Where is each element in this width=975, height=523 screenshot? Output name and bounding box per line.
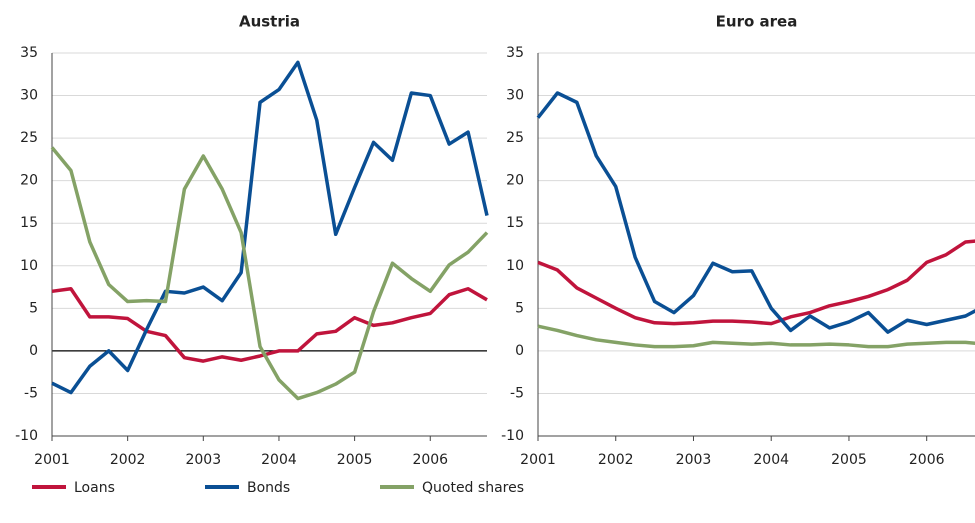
y-tick-label: 30 [20,88,38,104]
y-tick-label: -5 [24,385,38,401]
y-tick-label: 25 [506,130,524,146]
y-tick-label: 10 [20,258,38,274]
x-tick-label: 2002 [110,452,146,468]
legend-label: Quoted shares [422,480,524,496]
x-tick-label: 2002 [598,452,634,468]
y-tick-label: -10 [15,428,38,444]
y-tick-label: 5 [515,300,524,316]
y-tick-label: 35 [506,45,524,61]
legend-label: Loans [74,480,115,496]
x-tick-label: 2004 [261,452,297,468]
y-tick-label: 30 [506,88,524,104]
series-line [50,146,489,401]
x-tick-label: 2001 [520,452,556,468]
x-tick-label: 2005 [337,452,373,468]
series-line [537,239,975,326]
series-line [536,91,975,334]
y-tick-label: 35 [20,45,38,61]
x-tick-label: 2001 [34,452,70,468]
y-tick-label: 10 [506,258,524,274]
x-tick-label: 2006 [909,452,945,468]
y-tick-label: 0 [29,343,38,359]
x-tick-label: 2003 [676,452,712,468]
chart-title: Euro area [716,13,798,31]
y-tick-label: 15 [20,215,38,231]
y-tick-label: 20 [20,173,38,189]
y-tick-label: -5 [510,385,524,401]
y-tick-label: 20 [506,173,524,189]
x-tick-label: 2003 [185,452,221,468]
x-tick-label: 2004 [753,452,789,468]
y-tick-label: 5 [29,300,38,316]
chart-title: Austria [239,13,300,31]
y-tick-label: -10 [501,428,524,444]
series-line [51,60,489,395]
x-tick-label: 2006 [412,452,448,468]
x-tick-label: 2005 [831,452,867,468]
series-line [51,287,488,363]
series-line [537,324,975,349]
legend-label: Bonds [247,480,290,496]
y-tick-label: 25 [20,130,38,146]
y-tick-label: 15 [506,215,524,231]
y-tick-label: 0 [515,343,524,359]
